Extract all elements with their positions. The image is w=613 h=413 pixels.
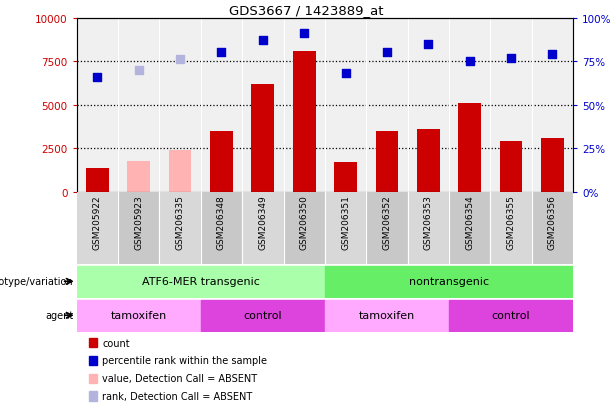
Text: value, Detection Call = ABSENT: value, Detection Call = ABSENT bbox=[102, 373, 257, 383]
Bar bbox=[77, 266, 325, 297]
Bar bbox=[500, 142, 522, 192]
Text: GSM205922: GSM205922 bbox=[93, 195, 102, 249]
Bar bbox=[210, 132, 233, 192]
Text: agent: agent bbox=[45, 311, 74, 320]
Text: GSM206352: GSM206352 bbox=[383, 195, 392, 249]
Point bbox=[299, 31, 309, 38]
Bar bbox=[169, 151, 191, 192]
Bar bbox=[128, 161, 150, 192]
Bar bbox=[417, 130, 440, 192]
Text: GSM206356: GSM206356 bbox=[548, 195, 557, 249]
Text: control: control bbox=[243, 311, 282, 320]
Text: GSM206355: GSM206355 bbox=[506, 195, 516, 249]
Point bbox=[424, 41, 433, 48]
Bar bbox=[284, 192, 325, 265]
Text: GSM206335: GSM206335 bbox=[175, 195, 185, 249]
Text: GSM205923: GSM205923 bbox=[134, 195, 143, 249]
Bar bbox=[449, 192, 490, 265]
Bar bbox=[376, 132, 398, 192]
Bar bbox=[86, 168, 109, 192]
Point bbox=[341, 71, 351, 78]
Text: GSM206348: GSM206348 bbox=[217, 195, 226, 249]
Bar bbox=[532, 192, 573, 265]
Text: percentile rank within the sample: percentile rank within the sample bbox=[102, 356, 267, 366]
Bar bbox=[201, 192, 242, 265]
Bar bbox=[367, 192, 408, 265]
Bar bbox=[77, 192, 118, 265]
Bar bbox=[490, 192, 532, 265]
Point bbox=[216, 50, 226, 57]
Point bbox=[506, 55, 516, 62]
Bar bbox=[77, 300, 201, 331]
Bar bbox=[449, 300, 573, 331]
Text: count: count bbox=[102, 338, 130, 348]
Point bbox=[134, 67, 143, 74]
Point bbox=[175, 57, 185, 64]
Text: GSM206353: GSM206353 bbox=[424, 195, 433, 249]
Bar bbox=[201, 300, 325, 331]
Text: GSM206354: GSM206354 bbox=[465, 195, 474, 249]
Text: genotype/variation: genotype/variation bbox=[0, 277, 74, 287]
Bar bbox=[251, 85, 274, 192]
Bar bbox=[408, 192, 449, 265]
Point bbox=[382, 50, 392, 57]
Text: nontransgenic: nontransgenic bbox=[409, 277, 489, 287]
Bar bbox=[325, 192, 367, 265]
Bar bbox=[334, 163, 357, 192]
Text: tamoxifen: tamoxifen bbox=[110, 311, 167, 320]
Text: GSM206349: GSM206349 bbox=[258, 195, 267, 249]
Text: GSM206350: GSM206350 bbox=[300, 195, 309, 249]
Bar bbox=[118, 192, 159, 265]
Bar bbox=[459, 104, 481, 192]
Text: control: control bbox=[492, 311, 530, 320]
Point bbox=[93, 74, 102, 81]
Bar bbox=[293, 52, 316, 192]
Bar bbox=[242, 192, 284, 265]
Point bbox=[258, 38, 268, 45]
Text: GSM206351: GSM206351 bbox=[341, 195, 350, 249]
Text: GDS3667 / 1423889_at: GDS3667 / 1423889_at bbox=[229, 4, 384, 17]
Bar bbox=[325, 266, 573, 297]
Text: rank, Detection Call = ABSENT: rank, Detection Call = ABSENT bbox=[102, 391, 253, 401]
Bar bbox=[325, 300, 449, 331]
Bar bbox=[541, 138, 564, 192]
Bar bbox=[159, 192, 201, 265]
Point bbox=[465, 59, 474, 65]
Text: ATF6-MER transgenic: ATF6-MER transgenic bbox=[142, 277, 260, 287]
Text: tamoxifen: tamoxifen bbox=[359, 311, 415, 320]
Point bbox=[547, 52, 557, 58]
